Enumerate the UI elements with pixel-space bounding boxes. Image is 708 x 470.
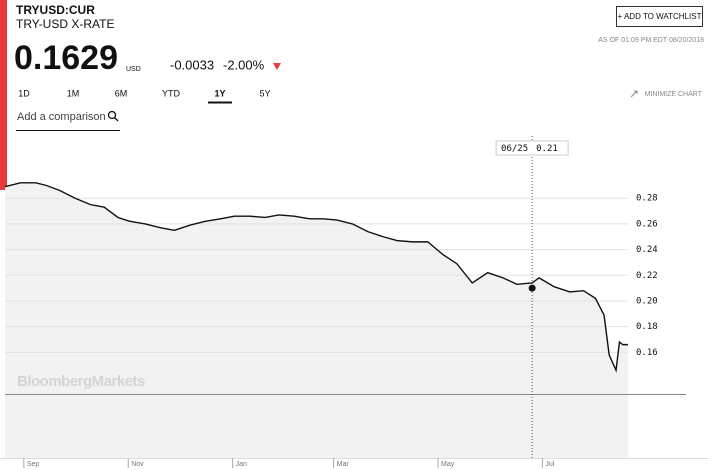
minimize-chart[interactable]: MINIMIZE CHART xyxy=(645,91,703,98)
range-button[interactable]: 1M xyxy=(67,88,80,98)
down-arrow xyxy=(273,63,281,70)
y-tick-label: 0.26 xyxy=(636,219,658,229)
price: 0.1629 xyxy=(14,39,118,77)
ticker: TRYUSD:CUR xyxy=(16,3,95,17)
search-icon[interactable] xyxy=(114,117,119,122)
comparison-input[interactable]: Add a comparison xyxy=(17,111,106,123)
y-tick-label: 0.24 xyxy=(636,245,658,255)
range-button[interactable]: 1Y xyxy=(214,88,225,98)
currency: USD xyxy=(126,66,141,73)
x-tick-label: Jul xyxy=(545,461,554,468)
y-tick-label: 0.18 xyxy=(636,322,658,332)
range-button[interactable]: YTD xyxy=(162,88,181,98)
minimize-icon[interactable] xyxy=(630,90,638,98)
y-tick-label: 0.20 xyxy=(636,296,658,306)
crosshair-date: 06/25 xyxy=(501,144,528,154)
y-tick-label: 0.16 xyxy=(636,348,658,358)
change-percent: -2.00% xyxy=(223,57,265,72)
y-tick-label: 0.28 xyxy=(636,194,658,204)
watermark: BloombergMarkets xyxy=(17,373,145,390)
accent-bar xyxy=(0,0,7,190)
price-line xyxy=(4,182,628,373)
range-button[interactable]: 6M xyxy=(115,88,128,98)
range-button[interactable]: 5Y xyxy=(259,88,270,98)
range-button[interactable]: 1D xyxy=(18,88,30,98)
search-icon[interactable] xyxy=(107,110,117,120)
x-tick-label: Jan xyxy=(236,461,247,468)
x-tick-label: May xyxy=(441,461,455,468)
x-tick-label: Nov xyxy=(131,461,144,468)
crosshair-label-box xyxy=(495,140,569,156)
crosshair-marker xyxy=(528,284,536,292)
x-tick-label: Mar xyxy=(337,461,350,468)
button-frame[interactable] xyxy=(616,6,703,27)
change: -0.0033 xyxy=(170,57,214,72)
area-fill xyxy=(5,182,628,458)
x-tick-label: Sep xyxy=(27,461,40,468)
watchlist-button[interactable]: + ADD TO WATCHLIST xyxy=(616,6,703,27)
button-label[interactable]: + ADD TO WATCHLIST xyxy=(618,12,702,21)
as-of: AS OF 01:09 PM EDT 08/20/2018 xyxy=(598,37,704,44)
instrument-name: TRY-USD X-RATE xyxy=(16,17,114,31)
y-tick-label: 0.22 xyxy=(636,271,658,281)
crosshair-value: 0.21 xyxy=(536,144,558,154)
